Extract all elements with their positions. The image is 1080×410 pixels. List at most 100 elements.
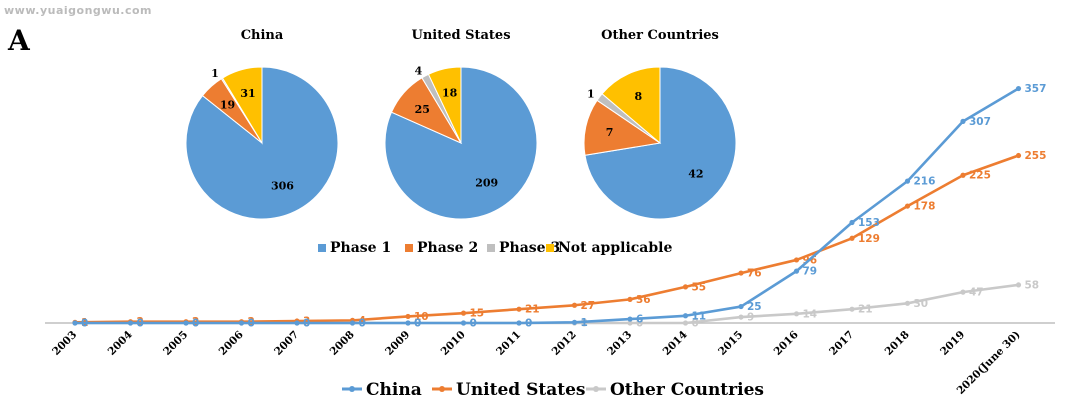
data-point — [960, 289, 966, 295]
data-point — [627, 320, 633, 326]
pie-slice-not-applicable — [601, 66, 661, 145]
x-tick-label: 2010 — [439, 329, 468, 358]
watermark-text: www.yuaigongwu.com — [4, 4, 153, 17]
data-label: 9 — [747, 312, 754, 324]
data-point — [904, 300, 911, 306]
data-point — [238, 320, 245, 326]
legend-line-marker — [593, 386, 599, 392]
data-label: 47 — [969, 287, 984, 299]
data-point — [738, 270, 744, 276]
data-label: 0 — [692, 318, 699, 330]
data-point — [183, 320, 189, 326]
data-label: 178 — [914, 201, 936, 213]
x-tick-label: 2007 — [272, 329, 301, 358]
legend-line-label: China — [366, 380, 422, 400]
data-point — [849, 306, 855, 312]
data-point — [571, 319, 578, 325]
data-label: 0 — [581, 318, 588, 330]
data-label: 0 — [192, 318, 199, 330]
data-label: 0 — [525, 318, 532, 330]
data-label: 0 — [470, 318, 477, 330]
legend-line-marker — [439, 386, 445, 392]
data-label: 27 — [581, 300, 596, 312]
pie-value-label: 7 — [606, 126, 614, 139]
data-point — [349, 320, 356, 326]
data-label: 0 — [414, 318, 421, 330]
data-point — [738, 303, 744, 310]
legend-label: Not applicable — [558, 240, 672, 256]
pie-chart-other-countries: Other Countries 42 7 1 8 — [583, 28, 737, 220]
data-point — [682, 320, 689, 326]
data-point — [571, 302, 578, 308]
pie-value-label: 209 — [475, 176, 498, 189]
x-tick-label: 2018 — [883, 329, 912, 358]
x-tick-label: 2013 — [605, 329, 634, 358]
x-tick-label: 2009 — [383, 329, 412, 358]
data-label: 4 — [359, 315, 366, 327]
x-tick-label: 2012 — [550, 329, 579, 358]
legend-label: Phase 1 — [330, 240, 391, 256]
pie-chart-united-states: United States 209 25 4 18 — [384, 28, 538, 220]
x-tick-label: 2016 — [772, 329, 801, 358]
data-point — [294, 320, 300, 326]
data-label: 25 — [747, 301, 762, 313]
line-legend: China United States Other Countries — [342, 380, 764, 400]
data-label: 153 — [858, 217, 880, 229]
pie-value-label: 42 — [688, 168, 703, 181]
data-label: 357 — [1025, 83, 1047, 95]
pie-title: China — [241, 28, 284, 43]
legend-label: Phase 3 — [499, 240, 560, 256]
data-label: 21 — [525, 304, 540, 316]
pie-value-label: 31 — [240, 87, 255, 100]
data-label: 216 — [914, 176, 936, 188]
pie-value-label: 4 — [415, 65, 423, 78]
pie-value-label: 19 — [220, 99, 235, 112]
line-chart: 2003 2004 2005 2006 2007 2008 2009 2010 2011 2012… — [45, 83, 1055, 397]
pie-value-label: 18 — [442, 87, 458, 100]
legend-label: Phase 2 — [417, 240, 478, 256]
pie-value-label: 1 — [211, 67, 219, 80]
data-point — [904, 178, 911, 184]
x-tick-label: 2015 — [716, 329, 745, 358]
data-point — [1015, 152, 1022, 159]
data-label: 79 — [803, 266, 818, 278]
data-label: 225 — [969, 170, 991, 182]
pie-slice-not-applicable — [221, 66, 263, 145]
data-point — [1015, 282, 1022, 288]
data-label: 0 — [137, 318, 144, 330]
data-point — [405, 313, 411, 320]
pie-value-label: 25 — [415, 103, 430, 116]
data-point — [960, 118, 966, 124]
data-point — [516, 306, 522, 312]
legend-line-label: United States — [456, 380, 586, 400]
pie-value-label: 1 — [587, 87, 595, 100]
data-label: 36 — [636, 294, 651, 306]
data-label: 58 — [1025, 279, 1040, 291]
data-point — [793, 268, 800, 274]
series-line-other-countries — [75, 283, 1019, 325]
data-point — [72, 320, 78, 326]
pie-chart-china: China 306 19 1 31 — [185, 28, 339, 220]
data-label: 10 — [414, 311, 429, 323]
data-label: 0 — [81, 318, 88, 330]
x-tick-label: 2014 — [661, 329, 690, 358]
data-label: 30 — [914, 298, 929, 310]
data-point — [738, 314, 744, 320]
data-point — [682, 284, 689, 290]
series-line-united-states — [74, 154, 1019, 324]
data-point — [1015, 85, 1022, 92]
data-label: 255 — [1025, 150, 1047, 162]
series-line-china — [75, 87, 1020, 325]
x-tick-label: 2008 — [328, 329, 357, 358]
data-point — [627, 296, 633, 302]
x-tick-label: 2005 — [161, 329, 190, 358]
legend-swatch-phase-3 — [487, 244, 495, 252]
data-label: 21 — [858, 304, 873, 316]
data-label: 55 — [692, 281, 707, 293]
data-point — [405, 320, 411, 326]
x-tick-label: 2006 — [217, 329, 246, 358]
data-point — [682, 313, 689, 319]
panel-label: A — [8, 24, 30, 57]
